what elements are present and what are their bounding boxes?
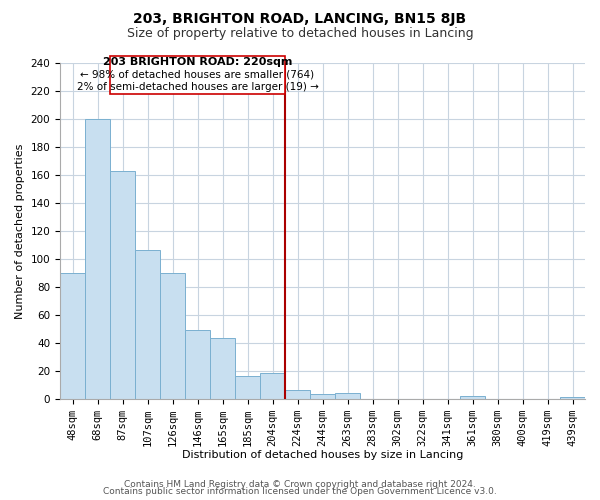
Y-axis label: Number of detached properties: Number of detached properties	[15, 143, 25, 318]
Bar	[210, 338, 235, 398]
Text: 203 BRIGHTON ROAD: 220sqm: 203 BRIGHTON ROAD: 220sqm	[103, 56, 292, 66]
Bar	[235, 376, 260, 398]
Bar	[560, 397, 585, 398]
X-axis label: Distribution of detached houses by size in Lancing: Distribution of detached houses by size …	[182, 450, 463, 460]
Text: 2% of semi-detached houses are larger (19) →: 2% of semi-detached houses are larger (1…	[77, 82, 319, 92]
Bar	[85, 119, 110, 398]
Bar	[135, 250, 160, 398]
Bar	[285, 390, 310, 398]
Bar	[260, 374, 285, 398]
Text: Contains HM Land Registry data © Crown copyright and database right 2024.: Contains HM Land Registry data © Crown c…	[124, 480, 476, 489]
Text: ← 98% of detached houses are smaller (764): ← 98% of detached houses are smaller (76…	[80, 69, 314, 79]
Bar	[185, 330, 210, 398]
Bar	[460, 396, 485, 398]
Bar	[160, 273, 185, 398]
Bar	[110, 56, 285, 94]
Text: Size of property relative to detached houses in Lancing: Size of property relative to detached ho…	[127, 28, 473, 40]
Bar	[335, 393, 360, 398]
Text: 203, BRIGHTON ROAD, LANCING, BN15 8JB: 203, BRIGHTON ROAD, LANCING, BN15 8JB	[133, 12, 467, 26]
Text: Contains public sector information licensed under the Open Government Licence v3: Contains public sector information licen…	[103, 487, 497, 496]
Bar	[110, 170, 135, 398]
Bar	[310, 394, 335, 398]
Bar	[60, 273, 85, 398]
